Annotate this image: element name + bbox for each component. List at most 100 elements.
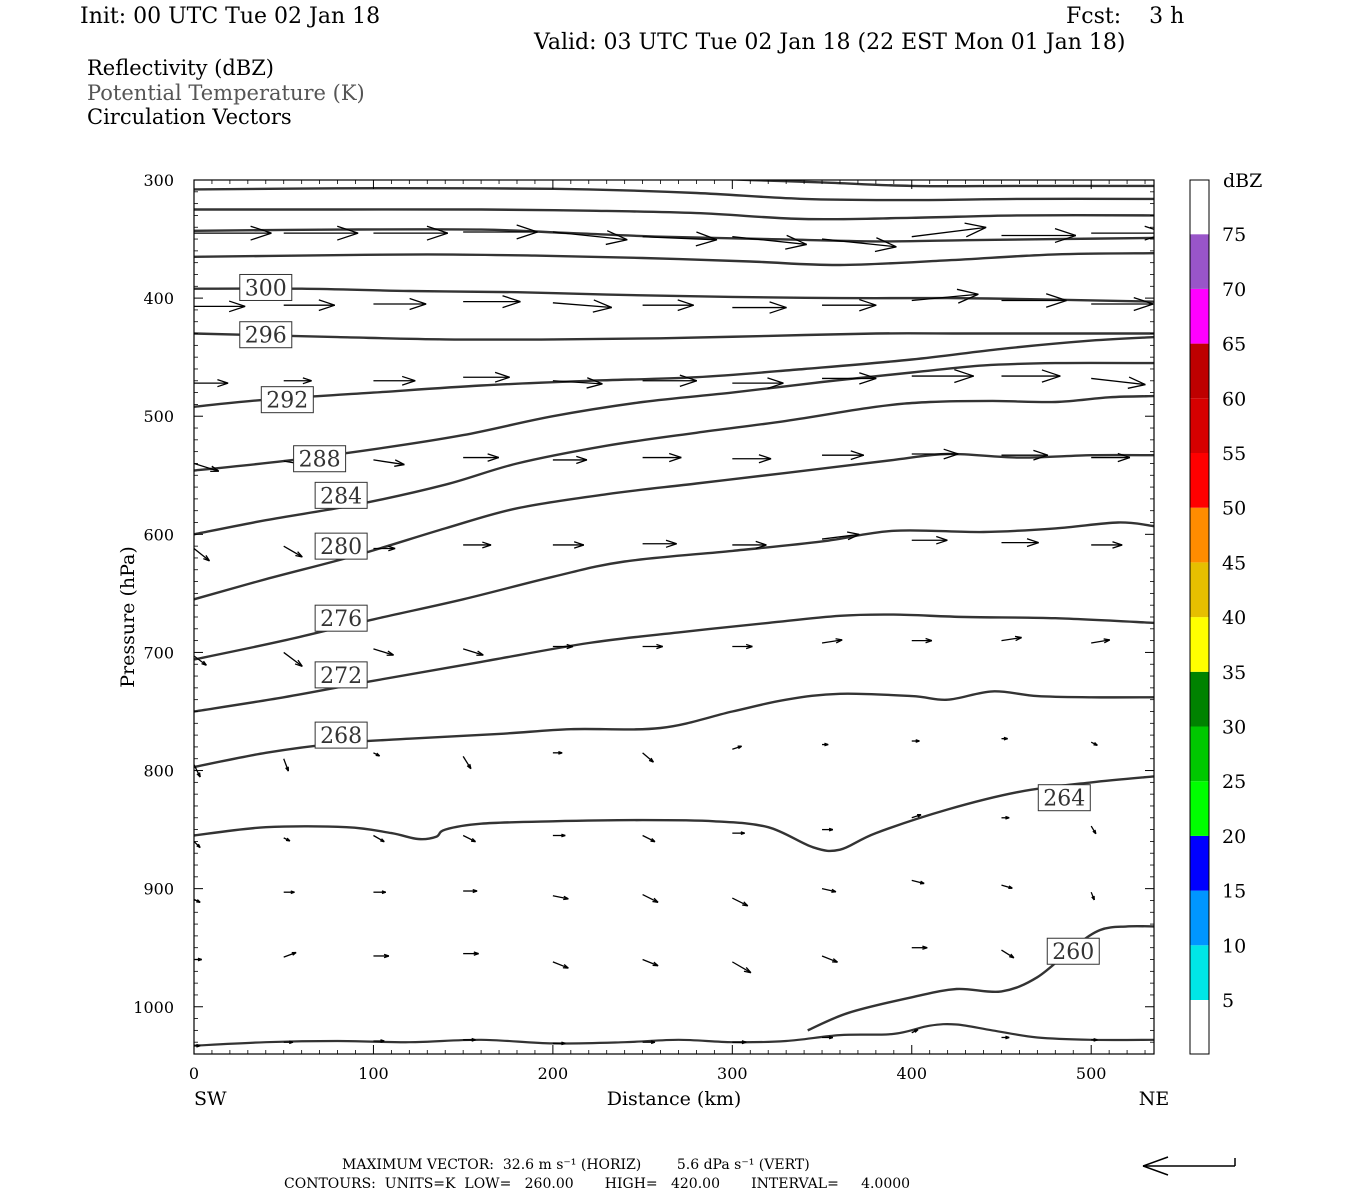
colorbar-label: 45 [1222,552,1246,574]
vector-head [563,895,569,901]
circulation-vector [822,298,877,312]
circulation-vector [194,840,201,849]
vector-head [650,838,656,843]
vector-head [197,957,202,962]
vector-head [954,369,974,384]
circulation-vector [732,831,745,836]
theta-contour-300 [194,287,1154,303]
circulation-vector [463,1037,476,1042]
valid-time: Valid: 03 UTC Tue 02 Jan 18 (22 EST Mon … [534,30,1126,55]
vector-head [758,454,772,464]
vector-head [859,372,877,385]
circulation-vector [283,299,336,312]
vector-head [250,225,272,241]
circulation-vector [1091,541,1123,549]
circulation-vector [1001,736,1008,741]
vector-head [656,643,663,650]
contour-label-box [314,481,368,509]
circulation-vector [642,834,656,843]
circulation-vector [283,890,295,895]
circulation-vector [194,300,246,313]
vector-head [291,951,297,956]
circulation-vector [732,301,787,314]
colorbar-unit: dBZ [1223,170,1262,192]
vector-head [466,763,472,770]
circulation-vector [463,371,510,383]
circulation-vector [552,455,588,465]
vector-head [828,1035,834,1040]
vector-head [665,539,677,548]
circulation-vector [552,833,566,838]
vector-head [290,890,295,895]
circulation-vector [732,643,753,650]
vector-shaft [283,651,303,667]
vector-head [1112,541,1123,549]
vector-head [592,299,613,313]
vector-head [1003,736,1008,741]
colorbar-label: 65 [1222,334,1246,356]
vector-head [561,1041,566,1046]
contour-label-268: 268 [314,721,368,749]
vector-head [1005,1035,1010,1040]
vector-head [426,225,449,241]
vector-head [576,455,588,465]
circulation-vector [194,655,207,666]
circulation-vector [642,752,655,763]
vector-head [769,301,787,314]
x-axis-label: Distance (km) [607,1088,742,1110]
vector-layer [194,222,1154,1048]
vector-head [388,545,396,552]
vector-head [913,1028,919,1033]
circulation-vector [911,637,933,644]
vector-head [943,448,959,460]
colorbar: 5 10 15 20 25 30 35 40 45 50 55 60 65 70 75 [1189,179,1246,1055]
colorbar-segment [1190,671,1209,727]
vector-head [1127,376,1146,389]
vector-head [196,899,201,904]
vector-shaft [821,955,838,963]
colorbar-label: 20 [1222,826,1246,848]
vector-head [824,742,829,747]
vector-head [846,531,860,541]
contour-label-280: 280 [314,532,368,560]
contour-label-284: 284 [314,481,368,509]
circulation-vector [373,648,394,656]
colorbar-label: 30 [1222,717,1246,739]
circulation-vector [911,879,925,885]
vector-head [381,890,387,895]
vector-shaft [194,547,210,562]
circulation-vector [552,643,574,650]
contour-label-box [239,273,293,301]
x-tick-label: 300 [717,1064,748,1083]
circulation-vector [552,961,569,969]
vector-head [502,295,521,309]
vector-shaft [642,236,718,241]
vector-head [318,299,336,312]
circulation-vector [373,1039,385,1043]
x-tick-label: 100 [358,1064,389,1083]
contour-label-text: 268 [320,724,362,749]
vector-shaft [731,961,752,974]
circulation-vector [1090,825,1097,835]
vector-head [669,452,682,463]
vector-head [1054,227,1077,244]
theta-contour-312 [194,208,1154,221]
circulation-vector [194,547,211,562]
circulation-vector [911,369,974,384]
y-tick-label: 800 [143,762,174,781]
circulation-vector [822,372,877,385]
vector-shaft [821,639,843,644]
contour-label-box [314,604,368,632]
vector-shaft [462,756,472,770]
circulation-vector [642,1040,656,1045]
vector-head [679,374,698,388]
y-tick-label: 900 [143,880,174,899]
circulation-vector [1001,949,1015,959]
vector-shaft [821,888,837,893]
init-time: Init: 00 UTC Tue 02 Jan 18 [80,4,381,29]
circulation-vector [911,945,928,950]
circulation-vector [911,535,948,545]
vector-head [1117,452,1131,463]
circulation-vector [373,752,381,757]
vector-head [850,450,865,461]
